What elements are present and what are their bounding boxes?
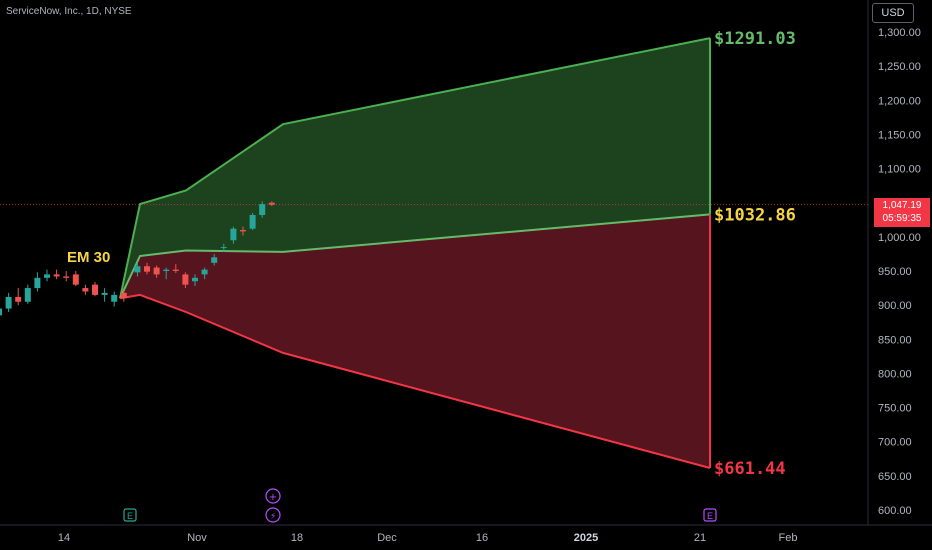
x-tick-label: 18: [291, 532, 303, 544]
y-tick-label: 950.00: [878, 266, 912, 278]
candle-body: [240, 230, 246, 232]
y-tick-label: 1,300.00: [878, 27, 921, 39]
candle-body: [163, 269, 170, 271]
chart-title: ServiceNow, Inc., 1D, NYSE: [6, 6, 132, 17]
earnings-event-marker: E: [707, 511, 713, 521]
candle-body: [268, 202, 275, 205]
x-tick-label: Feb: [779, 532, 798, 544]
x-tick-label: 16: [476, 532, 488, 544]
candle-body: [230, 228, 237, 241]
event-icon-ring: [265, 507, 281, 523]
y-tick-label: 900.00: [878, 300, 912, 312]
candle-body: [34, 277, 41, 289]
candle-body: [172, 269, 179, 271]
em-annotation: EM 30: [67, 249, 110, 266]
y-tick-label: 1,200.00: [878, 95, 921, 107]
candle-body: [144, 266, 150, 272]
candle-body: [211, 257, 218, 263]
candle-body: [153, 267, 160, 275]
candle-body: [249, 215, 256, 229]
y-tick-label: 1,250.00: [878, 61, 921, 73]
candle-body: [201, 269, 208, 275]
candle-body: [220, 247, 227, 249]
candle-body: [82, 288, 89, 292]
dividend-event-icon: ⚡: [270, 512, 276, 522]
y-tick-label: 1,000.00: [878, 232, 921, 244]
x-tick-label: 14: [58, 532, 70, 544]
candle-body: [134, 266, 141, 273]
candle-body: [182, 274, 189, 285]
candle-body: [63, 276, 70, 278]
candle-body: [0, 308, 2, 316]
candle-body: [5, 296, 12, 309]
x-tick-label: 21: [694, 532, 706, 544]
candle-body: [192, 277, 198, 282]
y-tick-label: 1,150.00: [878, 129, 921, 141]
mid-line: [119, 213, 711, 299]
y-tick-label: 700.00: [878, 437, 912, 449]
x-tick-label: Dec: [377, 532, 397, 544]
candle-body: [101, 292, 108, 295]
earnings-event-marker-box: [703, 508, 717, 522]
earnings-event-marker: E: [127, 511, 133, 521]
candle-body: [92, 284, 98, 295]
upper-level-label: $1291.03: [714, 29, 796, 49]
upper-bound-line: [119, 37, 711, 299]
plus-event-icon: +: [269, 492, 277, 503]
candle-body: [72, 274, 79, 285]
lower-zone-fill: [120, 214, 710, 468]
upper-zone-fill: [120, 38, 710, 299]
candle-body: [24, 288, 31, 302]
candle-body: [120, 292, 127, 299]
event-icon-ring: [265, 488, 281, 504]
earnings-event-marker-box: [123, 508, 137, 522]
x-tick-label: Nov: [187, 532, 207, 544]
candle-body: [259, 204, 266, 216]
lower-bound-line: [119, 293, 711, 469]
y-tick-label: 750.00: [878, 403, 912, 415]
y-tick-label: 850.00: [878, 334, 912, 346]
last-price: 1,047.19: [882, 200, 922, 211]
y-tick-label: 600.00: [878, 505, 912, 517]
currency-selector[interactable]: USD: [872, 3, 914, 23]
candle-body: [53, 274, 60, 277]
y-tick-label: 800.00: [878, 368, 912, 380]
x-tick-label: 2025: [574, 532, 598, 544]
lower-level-label: $661.44: [714, 459, 786, 479]
candle-body: [111, 294, 118, 302]
y-tick-label: 1,100.00: [878, 164, 921, 176]
mid-level-label: $1032.86: [714, 205, 796, 225]
last-price-tag: 1,047.19 05:59:35: [874, 198, 930, 227]
candle-body: [15, 296, 22, 302]
bar-countdown: 05:59:35: [882, 213, 922, 224]
y-tick-label: 650.00: [878, 471, 912, 483]
candle-body: [44, 274, 50, 278]
